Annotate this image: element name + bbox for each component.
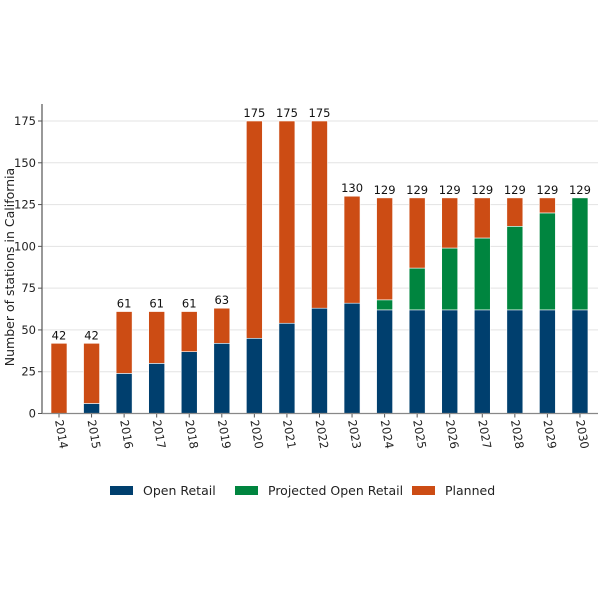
y-tick-label: 50 [21, 323, 36, 337]
legend-swatch-planned [412, 486, 435, 495]
total-label-2024: 129 [374, 183, 396, 197]
x-tick-label-2015: 2015 [85, 419, 104, 450]
bar-open-retail-2017 [148, 363, 165, 414]
y-tick-label: 125 [14, 198, 36, 212]
legend-swatch-open-retail [110, 486, 133, 495]
bar-open-retail-2023 [343, 302, 361, 414]
bar-planned-2023 [343, 195, 361, 304]
bar-projected-open-retail-2026 [441, 247, 459, 311]
bar-projected-open-retail-2030 [571, 197, 589, 311]
y-tick-label: 175 [14, 114, 36, 128]
y-tick-label: 0 [29, 407, 36, 421]
bar-planned-2024 [376, 197, 393, 301]
legend-swatch-projected-open-retail [235, 486, 258, 495]
total-label-2028: 129 [504, 183, 526, 197]
bar-planned-2016 [115, 311, 133, 374]
bar-open-retail-2025 [408, 309, 426, 414]
bar-planned-2026 [441, 197, 459, 249]
x-tick-label-2024: 2024 [378, 419, 397, 450]
bar-open-retail-2027 [473, 309, 491, 414]
total-label-2026: 129 [439, 183, 461, 197]
bar-projected-open-retail-2024 [376, 299, 393, 311]
total-label-2021: 175 [276, 106, 298, 120]
total-label-2017: 61 [149, 297, 164, 311]
total-label-2023: 130 [341, 181, 363, 195]
bar-planned-2028 [506, 197, 524, 227]
total-label-2015: 42 [84, 328, 99, 342]
x-tick-label-2023: 2023 [345, 419, 364, 450]
bar-planned-2025 [408, 197, 426, 269]
bar-open-retail-2020 [246, 337, 263, 414]
bar-projected-open-retail-2029 [539, 212, 556, 311]
bar-open-retail-2018 [180, 351, 198, 414]
x-tick-label-2022: 2022 [313, 419, 332, 450]
x-tick-label-2019: 2019 [215, 419, 234, 450]
y-tick-label: 75 [21, 281, 36, 295]
total-label-2022: 175 [309, 106, 331, 120]
total-label-2014: 42 [52, 328, 67, 342]
legend-item-open-retail: Open Retail [110, 483, 216, 498]
bar-planned-2027 [473, 197, 491, 239]
bar-open-retail-2022 [311, 307, 328, 414]
x-tick-label-2017: 2017 [150, 419, 169, 450]
y-tick-label: 150 [14, 156, 36, 170]
x-tick-label-2016: 2016 [117, 419, 136, 450]
bar-open-retail-2016 [115, 373, 133, 414]
legend-item-projected-open-retail: Projected Open Retail [235, 483, 403, 498]
bar-projected-open-retail-2027 [473, 237, 491, 311]
total-label-2030: 129 [569, 183, 591, 197]
y-axis-label: Number of stations in California [2, 168, 17, 366]
x-tick-label-2025: 2025 [410, 419, 429, 450]
bar-projected-open-retail-2025 [408, 267, 426, 311]
x-tick-label-2026: 2026 [443, 419, 462, 450]
total-label-2018: 61 [182, 297, 197, 311]
bar-planned-2018 [180, 311, 198, 352]
bar-open-retail-2030 [571, 309, 589, 414]
y-axis-ticks: 0 25 50 75 100 125 150 175 [14, 114, 42, 421]
x-tick-label-2027: 2027 [475, 419, 494, 450]
x-tick-label-2029: 2029 [540, 419, 559, 450]
total-label-2025: 129 [406, 183, 428, 197]
y-tick-label: 100 [14, 239, 36, 253]
bar-open-retail-2015 [83, 403, 100, 414]
bar-open-retail-2019 [213, 342, 231, 414]
bar-planned-2019 [213, 307, 231, 344]
bar-open-retail-2021 [278, 322, 296, 414]
y-tick-label: 25 [21, 365, 36, 379]
bar-open-retail-2029 [539, 309, 556, 414]
bar-planned-2017 [148, 311, 165, 364]
x-tick-label-2028: 2028 [508, 419, 527, 450]
total-label-2016: 61 [117, 297, 132, 311]
total-label-2029: 129 [536, 183, 558, 197]
bar-planned-2029 [539, 197, 556, 214]
x-axis-ticks: 2014 2015 2016 2017 2018 2019 2020 2021 2022 2023… [52, 413, 592, 450]
bar-planned-2022 [311, 120, 328, 309]
legend-label: Planned [445, 483, 496, 498]
bar-planned-2021 [278, 120, 296, 324]
x-tick-label-2021: 2021 [280, 419, 299, 450]
x-tick-label-2014: 2014 [52, 419, 71, 450]
bar-open-retail-2028 [506, 309, 524, 414]
total-label-2027: 129 [471, 183, 493, 197]
x-tick-label-2020: 2020 [247, 419, 266, 450]
legend: Open Retail Projected Open Retail Planne… [0, 483, 600, 503]
x-tick-label-2018: 2018 [182, 419, 201, 450]
bar-planned-2020 [246, 120, 263, 339]
bar-open-retail-2024 [376, 309, 393, 414]
total-label-2020: 175 [243, 106, 265, 120]
legend-item-planned: Planned [412, 483, 495, 498]
x-tick-label-2030: 2030 [573, 419, 592, 450]
bars [50, 120, 589, 414]
legend-label: Open Retail [143, 483, 216, 498]
legend-label: Projected Open Retail [268, 483, 404, 498]
bar-open-retail-2026 [441, 309, 459, 414]
bar-projected-open-retail-2028 [506, 226, 524, 311]
bar-planned-2014 [50, 342, 68, 414]
total-labels: 42 42 61 61 61 63 175 175 175 130 129 129 129 129 129 1… [52, 106, 591, 342]
bar-planned-2015 [83, 342, 100, 404]
total-label-2019: 63 [214, 293, 229, 307]
